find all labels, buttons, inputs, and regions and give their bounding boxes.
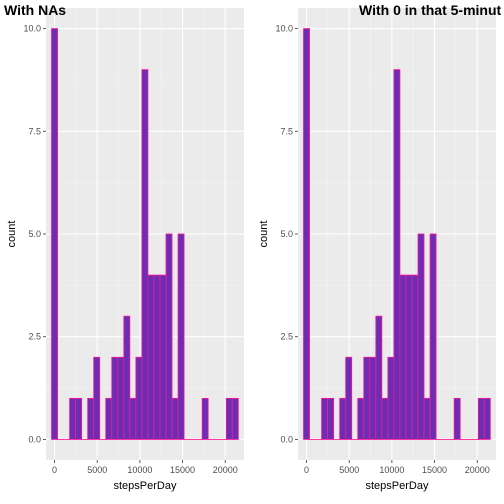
histogram-bar [141, 69, 149, 440]
histogram-bar [405, 274, 413, 440]
histogram-bar [369, 356, 377, 440]
histogram-bar [453, 397, 461, 440]
x-tick-label: 0 [304, 465, 309, 475]
histogram-bar [165, 233, 173, 440]
y-tick-label: 10.0 [275, 24, 293, 34]
x-tick-label: 20000 [213, 465, 238, 475]
y-axis-label: count [6, 221, 18, 248]
y-tick-label: 10.0 [23, 24, 41, 34]
histogram-bar [117, 356, 125, 440]
histogram-bar [177, 233, 185, 440]
histogram-bar [135, 356, 143, 440]
x-tick-label: 15000 [422, 465, 447, 475]
histogram-with-zero-fill: 0.0 2.5 5.0 7.5 10.0 0 5000 10000 15000 20000 step… [258, 2, 502, 492]
histogram-bar [69, 397, 77, 440]
histogram-bar [429, 233, 437, 440]
x-tick-label: 10000 [127, 465, 152, 475]
histogram-bar [171, 397, 179, 440]
histogram-bar [423, 397, 431, 440]
histogram-bar [303, 28, 310, 440]
histogram-bar [147, 274, 155, 440]
histogram-bar [105, 397, 113, 440]
x-axis-label: stepsPerDay [114, 480, 177, 492]
histogram-bar [321, 397, 329, 440]
y-tick-label: 2.5 [28, 332, 41, 342]
y-tick-label: 0.0 [280, 434, 293, 444]
histogram-bar [75, 397, 83, 440]
x-tick-label: 5000 [339, 465, 359, 475]
histogram-bar [375, 315, 383, 440]
x-tick-label: 20000 [465, 465, 490, 475]
histogram-bar [129, 397, 137, 440]
x-tick-label: 15000 [170, 465, 195, 475]
x-tick-label: 10000 [379, 465, 404, 475]
panel-title: With 0 in that 5-minut [359, 2, 502, 18]
histogram-bar [327, 397, 335, 440]
y-axis-label: count [258, 221, 270, 248]
y-tick-label: 2.5 [280, 332, 293, 342]
histogram-bar [159, 274, 167, 440]
histogram-bar [87, 397, 95, 440]
histogram-bar [231, 397, 239, 440]
histogram-bar [51, 28, 58, 440]
y-tick-label: 0.0 [28, 434, 41, 444]
histogram-bar [357, 397, 365, 440]
panel-title: With NAs [4, 2, 66, 18]
histogram-bar [477, 397, 485, 440]
y-tick-label: 5.0 [28, 229, 41, 239]
histogram-bar [381, 397, 389, 440]
x-axis-label: stepsPerDay [366, 480, 429, 492]
histogram-bar [123, 315, 131, 440]
histogram-bar [417, 233, 425, 440]
histogram-bar [345, 356, 353, 440]
y-tick-label: 7.5 [28, 126, 41, 136]
histogram-with-nas: 0.0 2.5 5.0 7.5 10.0 0 5000 10000 15000 20000 step… [4, 2, 244, 492]
histogram-bar [399, 274, 407, 440]
histogram-bar [393, 69, 401, 440]
histogram-bar [363, 356, 371, 440]
histogram-bar [153, 274, 161, 440]
histogram-bar [411, 274, 419, 440]
y-tick-label: 5.0 [280, 229, 293, 239]
histogram-bar [201, 397, 209, 440]
histogram-bar [339, 397, 347, 440]
histogram-bar [483, 397, 491, 440]
histogram-bar [225, 397, 233, 440]
x-tick-label: 5000 [87, 465, 107, 475]
histogram-bar [111, 356, 119, 440]
histogram-bar [387, 356, 395, 440]
histogram-bar [93, 356, 101, 440]
x-tick-label: 0 [52, 465, 57, 475]
y-tick-label: 7.5 [280, 126, 293, 136]
